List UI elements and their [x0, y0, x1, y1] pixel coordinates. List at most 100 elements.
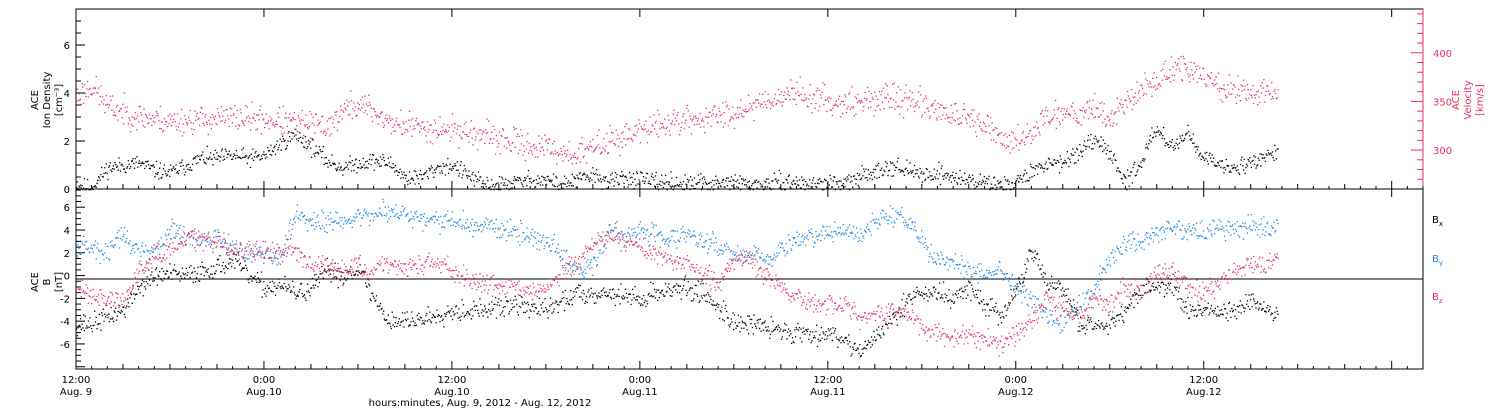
b-bx-point	[1176, 287, 1177, 288]
b-by-point	[110, 241, 111, 242]
density-point	[186, 164, 187, 165]
b-bx-point	[330, 274, 331, 275]
density-point	[674, 187, 675, 188]
b-bx-point	[551, 304, 552, 305]
density-point	[1003, 189, 1004, 190]
b-bx-point	[424, 320, 425, 321]
velocity-point	[154, 117, 155, 118]
b-bx-point	[1017, 283, 1018, 284]
velocity-point	[193, 123, 194, 124]
b-bx-point	[734, 314, 735, 315]
b-bx-point	[962, 291, 963, 292]
b-bx-point	[1067, 301, 1068, 302]
velocity-point	[415, 120, 416, 121]
b-bx-point	[78, 327, 79, 328]
b-bx-point	[640, 305, 641, 306]
b-bx-point	[81, 324, 82, 325]
b-bx-point	[1256, 303, 1257, 304]
density-point	[1250, 162, 1251, 163]
b-bx-point	[269, 282, 270, 283]
density-point	[1075, 162, 1076, 163]
velocity-point	[295, 129, 296, 130]
density-point	[1212, 154, 1213, 155]
velocity-point	[424, 126, 425, 127]
velocity-point	[440, 131, 441, 132]
velocity-point	[1006, 147, 1007, 148]
velocity-point	[1147, 80, 1148, 81]
velocity-point	[80, 99, 81, 100]
b-bx-point	[141, 283, 142, 284]
velocity-point	[866, 98, 867, 99]
density-point	[899, 169, 900, 170]
b-bx-point	[1196, 316, 1197, 317]
density-point	[489, 186, 490, 187]
velocity-point	[1091, 109, 1092, 110]
b-bx-point	[1089, 319, 1090, 320]
density-point	[651, 176, 652, 177]
velocity-point	[1138, 92, 1139, 93]
x-tick-label-time: 12:00	[1189, 375, 1218, 386]
velocity-point	[1046, 115, 1047, 116]
b-bx-point	[522, 302, 523, 303]
velocity-point	[671, 124, 672, 125]
density-point	[165, 173, 166, 174]
b-bx-point	[710, 299, 711, 300]
density-point	[1103, 149, 1104, 150]
density-point	[548, 179, 549, 180]
density-point	[1150, 135, 1151, 136]
velocity-point	[966, 119, 967, 120]
b-bx-point	[449, 312, 450, 313]
b-bx-point	[749, 316, 750, 317]
density-point	[973, 184, 974, 185]
velocity-point	[811, 112, 812, 113]
velocity-point	[1136, 103, 1137, 104]
velocity-point	[281, 133, 282, 134]
density-point	[837, 181, 838, 182]
b-bx-point	[1205, 307, 1206, 308]
density-point	[933, 179, 934, 180]
velocity-point	[489, 143, 490, 144]
b-bx-point	[1056, 282, 1057, 283]
b-bx-point	[1179, 298, 1180, 299]
density-point	[367, 161, 368, 162]
b-bx-point	[1210, 308, 1211, 309]
density-point	[184, 174, 185, 175]
density-point	[323, 164, 324, 165]
velocity-point	[994, 129, 995, 130]
b-bx-point	[120, 312, 121, 313]
velocity-point	[922, 114, 923, 115]
b-bx-point	[789, 335, 790, 336]
velocity-point	[631, 139, 632, 140]
b-bx-point	[1121, 306, 1122, 307]
velocity-point	[739, 107, 740, 108]
velocity-point	[179, 131, 180, 132]
density-point	[504, 182, 505, 183]
b-bx-point	[728, 324, 729, 325]
velocity-point	[157, 113, 158, 114]
density-point	[1059, 172, 1060, 173]
density-point	[886, 166, 887, 167]
b-by-point	[125, 241, 126, 242]
velocity-point	[1194, 63, 1195, 64]
b-bx-point	[437, 316, 438, 317]
density-point	[508, 180, 509, 181]
y-tick-label: 2	[64, 137, 70, 148]
velocity-point	[825, 100, 826, 101]
velocity-point	[322, 116, 323, 117]
velocity-point	[283, 106, 284, 107]
velocity-point	[517, 134, 518, 135]
velocity-point	[214, 119, 215, 120]
velocity-point	[962, 115, 963, 116]
velocity-point	[268, 120, 269, 121]
velocity-point	[1248, 98, 1249, 99]
velocity-point	[875, 110, 876, 111]
density-point	[660, 185, 661, 186]
b-bx-point	[465, 315, 466, 316]
b-bx-point	[761, 323, 762, 324]
density-point	[81, 185, 82, 186]
b-bx-point	[1176, 289, 1177, 290]
velocity-point	[370, 108, 371, 109]
density-point	[233, 156, 234, 157]
density-point	[374, 170, 375, 171]
velocity-point	[316, 113, 317, 114]
